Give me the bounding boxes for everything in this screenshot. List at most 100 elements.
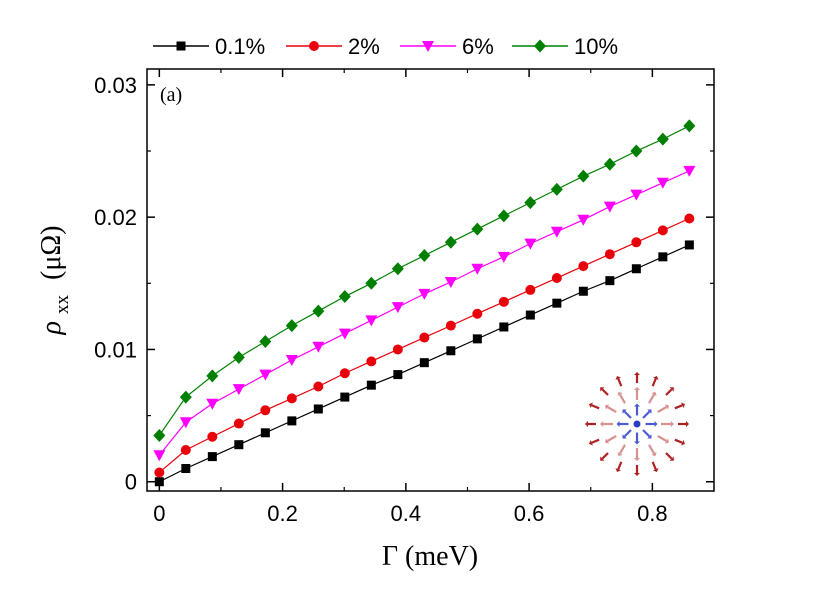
inset-arrow bbox=[604, 404, 617, 413]
inset-core-dot bbox=[633, 420, 641, 428]
data-point bbox=[286, 393, 297, 404]
data-point bbox=[339, 368, 350, 379]
data-point bbox=[471, 263, 484, 275]
inset-arrow bbox=[615, 461, 623, 473]
legend-item: 10% bbox=[512, 34, 618, 59]
data-point bbox=[232, 384, 245, 396]
data-point bbox=[366, 380, 376, 390]
inset-arrow bbox=[634, 372, 640, 383]
inset-arrow bbox=[617, 391, 626, 404]
data-point bbox=[259, 369, 272, 381]
data-point bbox=[207, 431, 218, 442]
legend-label: 10% bbox=[574, 34, 618, 59]
data-point bbox=[179, 417, 192, 429]
data-point bbox=[313, 404, 323, 414]
data-point bbox=[366, 356, 377, 367]
inset-arrow bbox=[661, 421, 674, 427]
data-point bbox=[604, 249, 615, 260]
data-point bbox=[578, 261, 589, 272]
inset-arrow bbox=[657, 435, 670, 444]
data-point bbox=[338, 328, 351, 340]
data-point bbox=[631, 237, 642, 248]
data-point bbox=[206, 369, 219, 383]
data-point bbox=[391, 302, 404, 314]
series-1 bbox=[154, 213, 695, 478]
y-tick-label: 0.02 bbox=[94, 205, 137, 230]
inset-arrow bbox=[617, 444, 626, 457]
data-point bbox=[525, 310, 535, 320]
x-tick-label: 0.2 bbox=[267, 501, 298, 526]
inset-arrow bbox=[600, 421, 613, 427]
data-point bbox=[683, 165, 696, 177]
data-point bbox=[446, 346, 456, 356]
data-point bbox=[684, 240, 694, 250]
data-point bbox=[630, 144, 643, 158]
plot-area-border bbox=[146, 68, 715, 492]
series-3 bbox=[153, 119, 696, 442]
data-point bbox=[683, 119, 696, 133]
y-axis-subscript: xx bbox=[52, 295, 73, 315]
data-point bbox=[444, 235, 457, 249]
data-point bbox=[393, 370, 403, 380]
data-point bbox=[550, 182, 563, 196]
inset-arrow bbox=[588, 438, 600, 446]
inset-arrow bbox=[604, 435, 617, 444]
inset-arrow bbox=[674, 402, 686, 410]
y-axis-symbol: ρ bbox=[36, 321, 67, 335]
data-point bbox=[525, 284, 536, 295]
inset-arrow bbox=[600, 387, 609, 396]
legend-marker bbox=[534, 39, 546, 53]
data-point bbox=[472, 334, 482, 344]
x-tick-label: 0.8 bbox=[637, 501, 668, 526]
series-layer bbox=[153, 119, 696, 487]
data-point bbox=[656, 132, 669, 146]
inset-arrow bbox=[648, 444, 657, 457]
data-point bbox=[418, 249, 431, 263]
y-axis-unit: (μΩ) bbox=[36, 226, 67, 280]
y-axis-title: ρ xx (μΩ) bbox=[36, 226, 73, 336]
data-point bbox=[418, 288, 431, 300]
legend: 0.1% 2% 6% 10% bbox=[153, 34, 618, 59]
data-point bbox=[552, 298, 562, 308]
data-point bbox=[603, 157, 616, 171]
data-point bbox=[391, 262, 404, 276]
inset-arrow bbox=[651, 461, 659, 473]
data-point bbox=[179, 390, 192, 404]
data-point bbox=[605, 276, 615, 286]
x-axis-title: Γ (meV) bbox=[382, 541, 478, 572]
inset-arrow bbox=[634, 448, 640, 461]
legend-marker bbox=[422, 41, 434, 52]
y-tick-label: 0.01 bbox=[94, 337, 137, 362]
inset-arrow bbox=[648, 391, 657, 404]
inset-arrow bbox=[585, 421, 596, 427]
legend-label: 2% bbox=[348, 34, 380, 59]
data-point bbox=[657, 225, 668, 236]
series-2 bbox=[153, 165, 696, 462]
inset-arrow bbox=[665, 387, 674, 396]
inset-arrow bbox=[634, 432, 640, 445]
legend-marker bbox=[309, 41, 319, 51]
data-point bbox=[419, 358, 429, 368]
data-point bbox=[259, 335, 272, 349]
data-point bbox=[285, 355, 298, 367]
legend-label: 6% bbox=[462, 34, 494, 59]
data-point bbox=[340, 392, 350, 402]
data-point bbox=[180, 444, 191, 455]
legend-marker bbox=[176, 41, 186, 51]
data-point bbox=[206, 398, 219, 410]
inset-arrow bbox=[657, 404, 670, 413]
data-point bbox=[260, 428, 270, 438]
data-point bbox=[499, 322, 509, 332]
data-point bbox=[445, 320, 456, 331]
data-point bbox=[498, 296, 509, 307]
inset-arrow bbox=[665, 452, 674, 461]
data-point bbox=[419, 332, 430, 343]
inset-arrow bbox=[678, 421, 689, 427]
legend-label: 0.1% bbox=[215, 34, 265, 59]
x-tick-label: 0.4 bbox=[391, 501, 422, 526]
data-point bbox=[630, 189, 643, 201]
data-point bbox=[392, 344, 403, 355]
data-point bbox=[497, 251, 510, 263]
inset-arrow bbox=[622, 429, 632, 439]
